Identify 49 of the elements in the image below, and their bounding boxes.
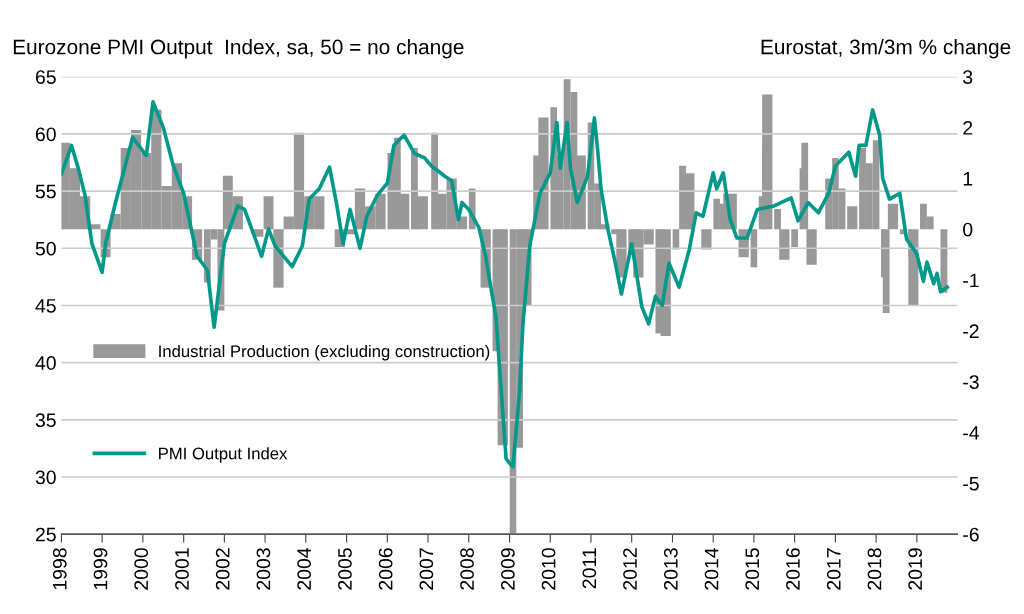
bar: [701, 229, 712, 250]
x-tick-label: 2013: [663, 548, 678, 590]
x-tick-label: 2007: [419, 548, 434, 590]
y2-tick-label: -3: [963, 375, 979, 389]
x-tick-label: 2005: [338, 548, 352, 590]
y-tick-label: 35: [35, 413, 56, 428]
x-tick-label: 1999: [93, 548, 108, 590]
x-tick-label: 2009: [501, 548, 515, 590]
x-tick-label: 2011: [582, 548, 597, 589]
line-series: [61, 100, 950, 469]
y-axis-title: Eurozone PMI Output Index, sa, 50 = no change: [13, 39, 464, 59]
x-tick-label: 2016: [786, 548, 800, 590]
y-tick-label: 60: [35, 127, 56, 142]
y-tick-label: 65: [35, 70, 56, 84]
x-tick-label: 2002: [215, 548, 230, 590]
y-tick-label: 55: [35, 184, 56, 199]
y-tick-label: 30: [35, 470, 56, 485]
y2-tick-label: -5: [963, 477, 979, 491]
y2-tick-label: -1: [963, 273, 979, 288]
y2-tick-label: 2: [963, 121, 973, 135]
x-tick-label: 2001: [175, 548, 189, 590]
x-tick-label: 2015: [745, 548, 760, 590]
x-tick-label: 2008: [460, 548, 474, 590]
y-tick-label: 25: [35, 527, 56, 542]
x-tick-label: 2000: [134, 548, 149, 590]
legend-label: Industrial Production (excluding construction): [159, 344, 490, 361]
x-tick-label: 2003: [256, 548, 271, 590]
y2-tick-label: 3: [963, 70, 973, 84]
x-tick-label: 2019: [908, 548, 923, 590]
y2-tick-label: 0: [963, 222, 973, 237]
x-tick-label: 2006: [378, 548, 393, 590]
bar: [847, 206, 858, 230]
bar: [762, 94, 773, 230]
y2-tick-label: -4: [963, 426, 980, 440]
x-tick-label: 2012: [623, 548, 637, 590]
y2-axis-title: Eurostat, 3m/3m % change: [761, 39, 1011, 59]
x-tick-label: 2010: [541, 548, 556, 590]
x-tick-label: 2018: [867, 548, 882, 590]
x-tick-label: 2004: [297, 547, 312, 590]
y2-tick-label: -6: [963, 527, 979, 542]
legend-label: PMI Output Index: [159, 447, 288, 463]
y-tick-label: 50: [35, 241, 56, 256]
x-tick-label: 1998: [52, 548, 67, 590]
y-tick-label: 45: [35, 299, 56, 313]
y-tick-label: 40: [35, 356, 56, 370]
y2-tick-label: -2: [963, 324, 979, 338]
x-tick-label: 2014: [704, 547, 719, 590]
x-tick-label: 2017: [826, 548, 841, 590]
y2-tick-label: 1: [963, 172, 973, 186]
